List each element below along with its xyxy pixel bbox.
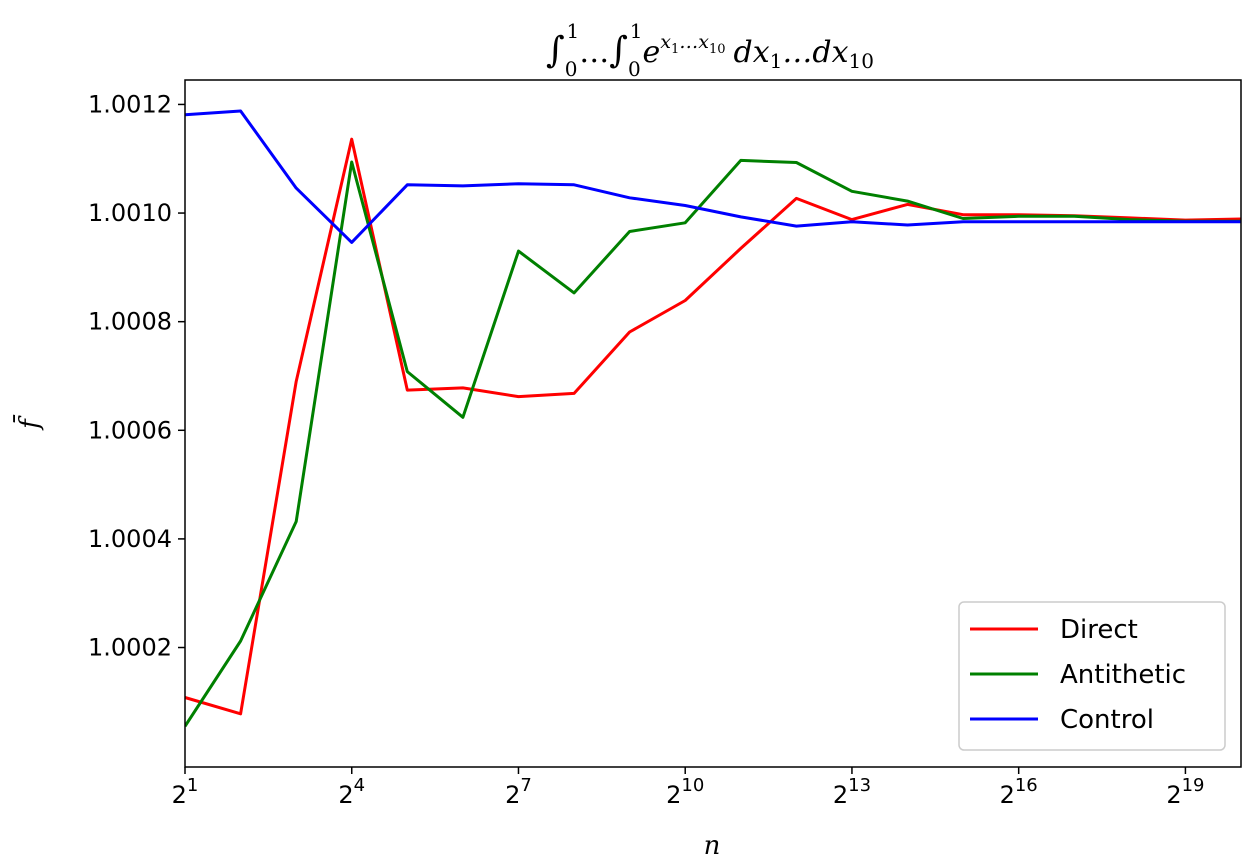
legend-label-antithetic: Antithetic bbox=[1060, 660, 1186, 690]
x-tick-label: 210 bbox=[666, 775, 704, 809]
title-dx-sub-2: 10 bbox=[849, 49, 874, 73]
title-limit-lower-2: 0 bbox=[628, 57, 641, 81]
plot-frame bbox=[184, 79, 1242, 768]
plot-area bbox=[184, 79, 1242, 768]
y-tick-label: 1.0010 bbox=[88, 199, 172, 227]
legend: Direct Antithetic Control bbox=[958, 601, 1226, 751]
title-exp-var: x bbox=[660, 31, 671, 53]
x-tick-label: 27 bbox=[505, 775, 532, 809]
y-tick-label: 1.0008 bbox=[88, 308, 172, 336]
y-axis: 1.0002 1.0004 1.0006 1.0008 1.0010 1.0012 bbox=[88, 90, 185, 662]
x-axis: 21 24 27 210 213 216 219 bbox=[172, 767, 1205, 809]
y-axis-label: f̄ bbox=[12, 414, 45, 431]
legend-label-direct: Direct bbox=[1060, 615, 1138, 645]
legend-label-control: Control bbox=[1060, 705, 1154, 735]
series-line-control bbox=[185, 109, 1241, 244]
title-exp-base: e bbox=[643, 35, 661, 70]
title-dx-dots: …dx bbox=[782, 35, 848, 70]
title-dx-sub-1: 1 bbox=[770, 49, 783, 73]
title-integral-1: ∫ bbox=[546, 30, 565, 71]
chart-title: ∫01…∫01ex1…x10 dx1…dx10 bbox=[546, 19, 874, 81]
x-tick-label: 219 bbox=[1166, 775, 1204, 809]
title-exp-dots: …x bbox=[679, 31, 709, 53]
y-tick-label: 1.0002 bbox=[88, 634, 172, 662]
series-layer bbox=[185, 109, 1241, 728]
title-integral-2: ∫ bbox=[609, 30, 628, 71]
y-tick-label: 1.0004 bbox=[88, 525, 172, 553]
title-limit-lower-1: 0 bbox=[565, 57, 578, 81]
series-line-antithetic bbox=[185, 158, 1241, 728]
y-tick-label: 1.0012 bbox=[88, 90, 172, 118]
x-tick-label: 21 bbox=[172, 775, 199, 809]
title-dots-1: … bbox=[579, 35, 609, 70]
title-exp-sub-1: 1 bbox=[671, 42, 679, 57]
y-tick-label: 1.0006 bbox=[88, 416, 172, 444]
x-tick-label: 216 bbox=[1000, 775, 1038, 809]
x-axis-label: n bbox=[704, 831, 721, 858]
title-dx-1: dx bbox=[734, 35, 770, 70]
x-tick-label: 24 bbox=[338, 775, 365, 809]
title-limit-upper-1: 1 bbox=[567, 19, 580, 43]
legend-box bbox=[958, 601, 1226, 751]
title-limit-upper-2: 1 bbox=[630, 19, 643, 43]
x-tick-label: 213 bbox=[833, 775, 871, 809]
title-exp-sub-2: 10 bbox=[709, 42, 726, 57]
